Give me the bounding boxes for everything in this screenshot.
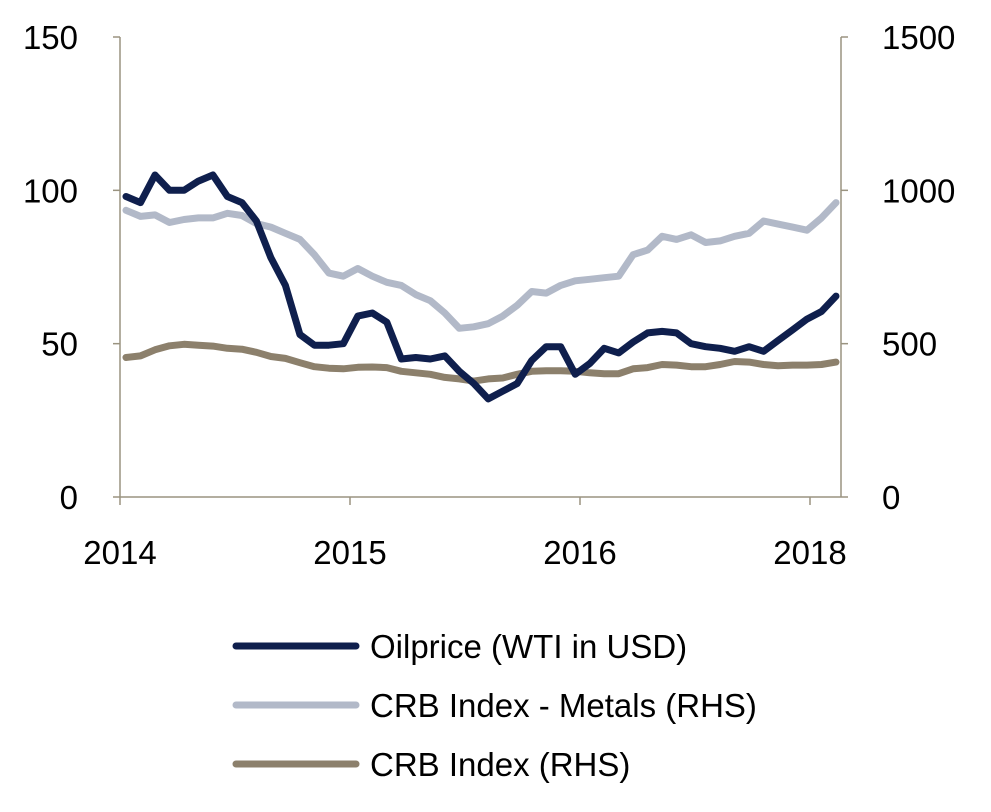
y-right-tick-label: 1000	[882, 172, 955, 209]
series-layer	[122, 171, 840, 403]
y-right-tick-label: 0	[882, 479, 900, 516]
y-right-tick-label: 1500	[882, 19, 955, 56]
y-left-tick-label: 150	[23, 19, 78, 56]
series-line-0	[122, 171, 840, 403]
x-tick-label: 2016	[543, 534, 616, 571]
y-left-tick-label: 50	[41, 326, 78, 363]
legend-label-2: CRB Index (RHS)	[370, 746, 630, 783]
legend-label-1: CRB Index - Metals (RHS)	[370, 687, 757, 724]
legend: Oilprice (WTI in USD) CRB Index - Metals …	[232, 628, 757, 783]
legend-label-0: Oilprice (WTI in USD)	[370, 628, 687, 665]
series-line-2	[122, 340, 840, 385]
y-right-tick-label: 500	[882, 326, 937, 363]
y-left-tick-label: 0	[60, 479, 78, 516]
x-tick-label: 2018	[773, 534, 846, 571]
x-tick-label: 2014	[83, 534, 156, 571]
series-line-1	[122, 199, 840, 332]
x-tick-label: 2015	[313, 534, 386, 571]
y-left-tick-label: 100	[23, 172, 78, 209]
